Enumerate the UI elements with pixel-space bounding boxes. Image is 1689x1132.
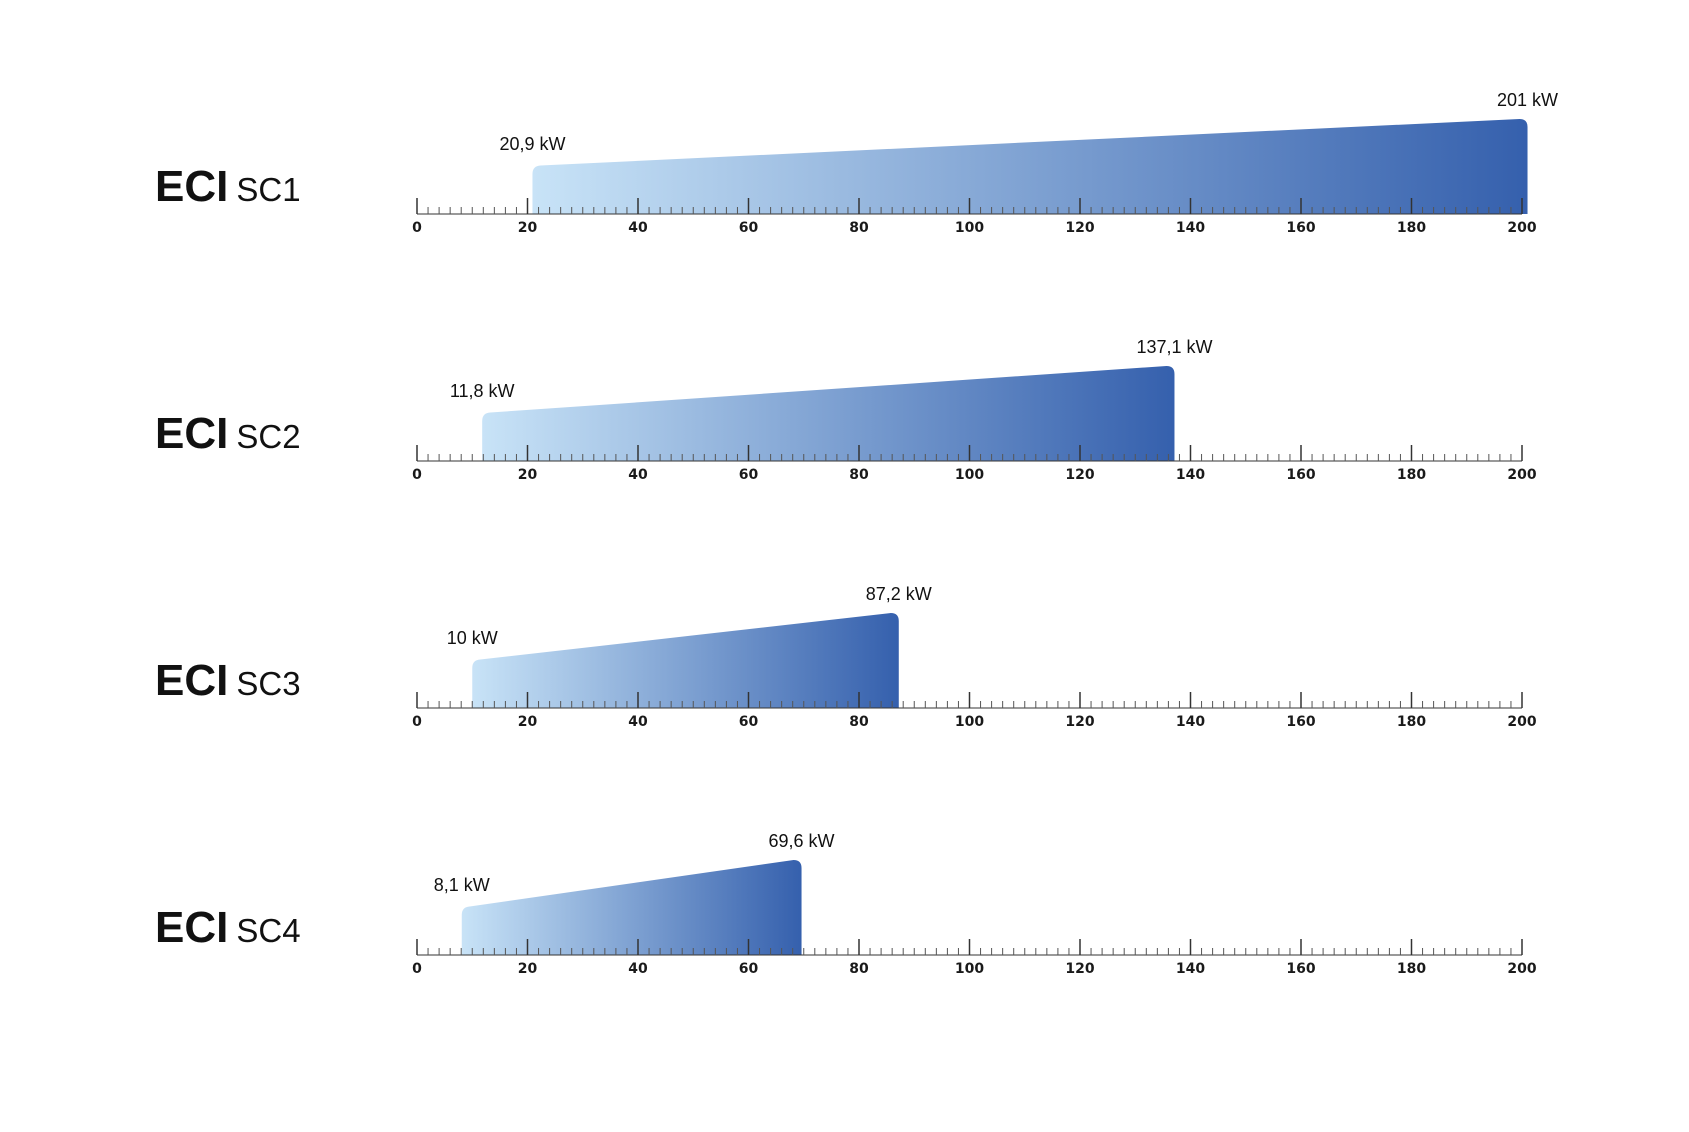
range-bar	[482, 366, 1175, 461]
tick-label: 160	[1286, 961, 1315, 977]
tick-label: 0	[412, 714, 422, 730]
tick-label: 180	[1397, 220, 1426, 236]
model-series: SC1	[236, 171, 300, 208]
range-bar	[472, 613, 899, 708]
row-sc1: ECI SC1 0 20 40 60 80 100 120 140 160 180 200 20,9 kW…	[155, 90, 1558, 236]
tick-label: 200	[1507, 220, 1536, 236]
model-brand: ECI	[155, 656, 228, 705]
tick-label: 40	[628, 220, 648, 236]
max-value-label: 87,2 kW	[866, 584, 932, 604]
tick-label: 160	[1286, 467, 1315, 483]
tick-label: 140	[1176, 467, 1205, 483]
tick-label: 200	[1507, 467, 1536, 483]
tick-label: 80	[849, 467, 869, 483]
tick-label: 120	[1065, 961, 1094, 977]
tick-label: 40	[628, 467, 648, 483]
min-value-label: 8,1 kW	[434, 875, 490, 895]
tick-label: 80	[849, 714, 869, 730]
tick-label: 20	[518, 220, 538, 236]
min-value-label: 20,9 kW	[499, 134, 565, 154]
tick-label: 100	[955, 714, 984, 730]
tick-label: 60	[739, 467, 759, 483]
model-label: ECI SC4	[155, 903, 301, 952]
tick-label: 160	[1286, 220, 1315, 236]
tick-label: 100	[955, 961, 984, 977]
tick-label: 180	[1397, 714, 1426, 730]
tick-label: 0	[412, 220, 422, 236]
model-brand: ECI	[155, 409, 228, 458]
min-value-label: 10 kW	[447, 628, 498, 648]
tick-label: 80	[849, 961, 869, 977]
row-sc4: ECI SC4 0 20 40 60 80 100 120 140 160 180 200 8,1 kW 6…	[155, 831, 1537, 977]
tick-label: 60	[739, 961, 759, 977]
tick-label: 20	[518, 714, 538, 730]
min-value-label: 11,8 kW	[450, 381, 515, 401]
max-value-label: 201 kW	[1497, 90, 1558, 110]
tick-label: 20	[518, 467, 538, 483]
model-series: SC4	[236, 912, 300, 949]
tick-label: 120	[1065, 714, 1094, 730]
tick-label: 100	[955, 467, 984, 483]
max-value-label: 137,1 kW	[1136, 337, 1212, 357]
model-brand: ECI	[155, 903, 228, 952]
tick-label: 0	[412, 961, 422, 977]
tick-label: 200	[1507, 714, 1536, 730]
tick-label: 160	[1286, 714, 1315, 730]
model-label: ECI SC3	[155, 656, 301, 705]
tick-label: 0	[412, 467, 422, 483]
tick-label: 20	[518, 961, 538, 977]
tick-label: 40	[628, 714, 648, 730]
model-series: SC3	[236, 665, 300, 702]
model-brand: ECI	[155, 162, 228, 211]
row-sc3: ECI SC3 0 20 40 60 80 100 120 140 160 180 200 10 kW 87…	[155, 584, 1537, 730]
tick-label: 140	[1176, 220, 1205, 236]
tick-label: 100	[955, 220, 984, 236]
tick-label: 180	[1397, 467, 1426, 483]
tick-label: 80	[849, 220, 869, 236]
model-series: SC2	[236, 418, 300, 455]
tick-label: 180	[1397, 961, 1426, 977]
tick-label: 140	[1176, 714, 1205, 730]
tick-label: 120	[1065, 467, 1094, 483]
model-label: ECI SC1	[155, 162, 301, 211]
range-bar	[532, 119, 1528, 214]
tick-label: 60	[739, 714, 759, 730]
model-label: ECI SC2	[155, 409, 301, 458]
tick-label: 60	[739, 220, 759, 236]
range-bar	[461, 860, 802, 955]
tick-label: 140	[1176, 961, 1205, 977]
tick-label: 120	[1065, 220, 1094, 236]
max-value-label: 69,6 kW	[769, 831, 835, 851]
row-sc2: ECI SC2 0 20 40 60 80 100 120 140 160 180 200 11,8 kW…	[155, 337, 1537, 483]
tick-label: 40	[628, 961, 648, 977]
tick-label: 200	[1507, 961, 1536, 977]
